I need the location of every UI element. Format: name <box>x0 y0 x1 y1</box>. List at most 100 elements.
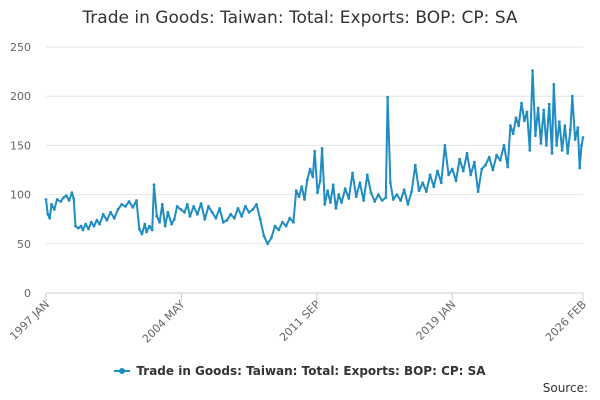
data-point <box>64 194 68 198</box>
data-point <box>188 214 192 218</box>
data-point <box>377 193 380 197</box>
data-point <box>358 181 362 185</box>
data-point <box>294 189 298 193</box>
data-point <box>469 173 473 177</box>
data-point <box>436 169 439 173</box>
data-point <box>84 222 88 226</box>
data-point <box>137 227 141 231</box>
data-point <box>447 173 450 177</box>
data-point <box>124 205 127 208</box>
data-point <box>534 134 537 138</box>
data-point <box>484 163 487 167</box>
data-point <box>417 189 421 193</box>
data-point <box>340 201 343 204</box>
data-point <box>506 165 510 169</box>
data-point <box>399 199 402 202</box>
data-point <box>581 136 585 139</box>
data-point <box>131 206 135 209</box>
data-point <box>214 216 218 220</box>
data-point <box>101 212 105 216</box>
data-point <box>196 212 199 216</box>
y-tick-label-200: 200 <box>10 90 31 103</box>
data-point <box>277 228 281 232</box>
data-point <box>580 144 583 147</box>
data-point <box>185 203 189 206</box>
data-point <box>517 124 521 128</box>
data-point <box>74 224 77 228</box>
series-line-0 <box>45 69 584 245</box>
data-point <box>67 199 71 202</box>
data-point <box>578 166 582 170</box>
data-point <box>386 95 389 99</box>
data-point <box>576 126 580 130</box>
data-point <box>573 138 577 141</box>
data-point <box>531 69 534 72</box>
data-point <box>199 202 203 205</box>
data-point <box>337 193 341 197</box>
data-point <box>539 142 543 145</box>
data-point <box>258 217 262 221</box>
chart-title: Trade in Goods: Taiwan: Total: Exports: … <box>82 8 518 28</box>
x-tick-label-3: 2019 JAN <box>414 298 459 343</box>
axes <box>45 292 584 301</box>
data-point <box>563 124 567 128</box>
data-point <box>365 173 369 177</box>
data-point <box>170 222 174 226</box>
data-point <box>305 178 309 182</box>
data-point <box>236 207 240 210</box>
data-point <box>251 208 255 211</box>
data-point <box>509 124 512 128</box>
data-point <box>351 171 354 175</box>
data-point <box>262 234 266 238</box>
data-point <box>326 189 329 193</box>
legend[interactable]: Trade in Goods: Taiwan: Total: Exports: … <box>0 364 600 378</box>
data-point <box>244 205 247 208</box>
data-point <box>59 200 63 203</box>
data-point <box>148 224 151 228</box>
data-point <box>511 132 515 136</box>
x-tick-labels: 1997 JAN 2004 MAY 2011 SEP 2019 JAN 2026 FEB <box>7 298 589 346</box>
data-point <box>318 179 322 183</box>
data-point <box>203 217 207 221</box>
data-point <box>498 158 502 162</box>
data-point <box>465 151 469 155</box>
y-tick-label-250: 250 <box>10 41 31 54</box>
data-point <box>320 147 324 150</box>
data-point <box>570 94 574 98</box>
data-point <box>81 228 85 232</box>
data-point <box>491 168 495 172</box>
data-point <box>495 153 498 157</box>
data-point <box>135 199 138 202</box>
data-point <box>525 110 529 114</box>
data-point <box>163 224 167 228</box>
data-point <box>389 181 392 185</box>
data-point <box>520 101 523 105</box>
data-point <box>311 175 315 179</box>
data-point <box>87 227 90 231</box>
x-tick-label-2: 2011 SEP <box>277 298 323 344</box>
data-point <box>331 183 335 187</box>
data-point <box>95 218 99 222</box>
data-point <box>502 144 506 147</box>
data-point <box>281 220 284 224</box>
data-point <box>410 190 413 194</box>
y-tick-label-150: 150 <box>10 139 31 152</box>
data-point <box>152 183 156 187</box>
data-point <box>116 208 120 211</box>
data-point <box>329 201 332 204</box>
data-point <box>547 102 551 106</box>
data-point <box>143 222 147 226</box>
data-point <box>480 167 484 171</box>
data-point <box>391 198 395 201</box>
data-point <box>52 208 56 211</box>
data-point <box>145 230 149 234</box>
data-point <box>528 148 532 152</box>
data-point <box>450 167 454 171</box>
data-point <box>89 220 93 224</box>
data-point <box>210 210 214 214</box>
data-point <box>323 203 327 206</box>
data-point <box>179 208 183 211</box>
data-point <box>76 226 80 230</box>
data-point <box>308 167 312 171</box>
